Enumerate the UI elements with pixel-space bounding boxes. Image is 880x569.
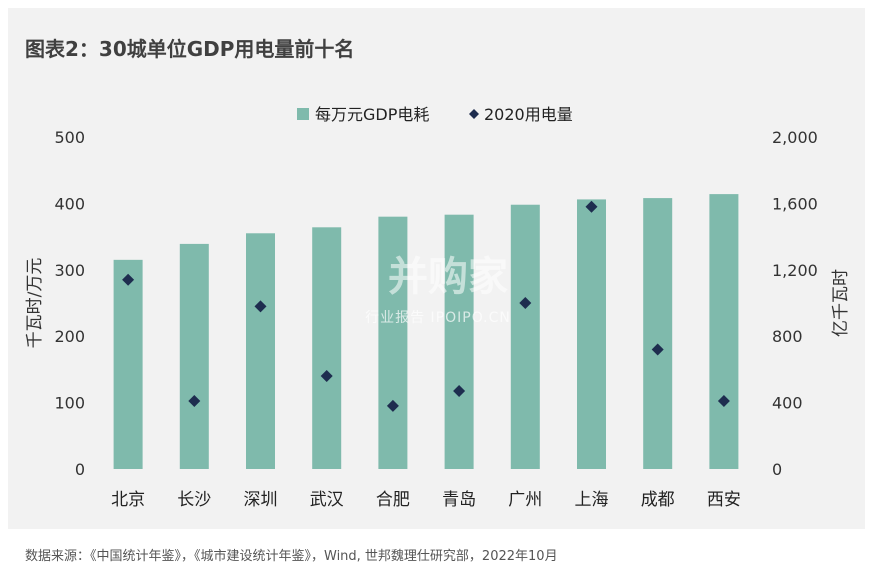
- y-tick-label-left: 300: [54, 261, 85, 280]
- point-6: [453, 384, 466, 397]
- y-tick-label-right: 1,600: [772, 194, 818, 213]
- watermark-sub: 行业报告 IPOIPO.CN: [365, 310, 511, 326]
- y-tick-label-right: 1,200: [772, 261, 818, 280]
- x-tick-label: 深圳: [244, 490, 278, 510]
- source-note: 数据来源：《中国统计年鉴》，《城市建设统计年鉴》，Wind, 世邦魏理仕研究部，…: [25, 549, 558, 564]
- bar-1: [113, 259, 143, 469]
- x-tick-label: 上海: [575, 490, 609, 510]
- watermark-main: 并购家: [388, 254, 508, 300]
- point-1: [122, 273, 135, 286]
- y-tick-label-left: 100: [54, 394, 85, 413]
- x-tick-label: 青岛: [442, 490, 476, 510]
- point-5: [386, 399, 399, 412]
- bar-4: [312, 227, 342, 469]
- point-8: [585, 200, 598, 213]
- x-tick-label: 北京: [111, 490, 145, 510]
- legend-label-point: 2020用电量: [484, 105, 573, 124]
- y-tick-label-right: 400: [772, 394, 803, 413]
- y-tick-label-right: 800: [772, 327, 803, 346]
- point-9: [651, 343, 664, 356]
- bar-3: [246, 233, 275, 469]
- x-tick-label: 成都: [641, 490, 675, 510]
- point-2: [188, 394, 201, 407]
- legend-swatch-point: [469, 109, 479, 119]
- y-tick-label-left: 500: [54, 128, 85, 147]
- bar-2: [179, 243, 209, 469]
- point-10: [717, 394, 730, 407]
- bar-9: [643, 198, 673, 469]
- bar-7: [510, 204, 540, 469]
- y-tick-label-left: 200: [54, 327, 85, 346]
- bar-5: [378, 216, 408, 469]
- y-axis-title-left: 千瓦时/万元: [25, 258, 45, 349]
- point-4: [320, 370, 333, 383]
- y-tick-label-right: 0: [772, 460, 782, 479]
- bar-8: [577, 199, 606, 469]
- point-3: [254, 300, 267, 313]
- x-tick-label: 西安: [707, 490, 741, 510]
- x-tick-label: 广州: [508, 490, 542, 510]
- x-tick-label: 武汉: [310, 490, 344, 510]
- chart-title: 图表2：30城单位GDP用电量前十名: [25, 37, 355, 61]
- bar-6: [444, 214, 474, 469]
- x-tick-label: 合肥: [376, 490, 410, 510]
- bar-10: [709, 194, 739, 469]
- y-tick-label-left: 0: [75, 460, 85, 479]
- legend-swatch-bar: [297, 108, 309, 120]
- y-axis-title-right: 亿千瓦时: [831, 269, 851, 337]
- x-tick-label: 长沙: [177, 490, 211, 510]
- y-tick-label-right: 2,000: [772, 128, 818, 147]
- y-tick-label-left: 400: [54, 194, 85, 213]
- point-7: [519, 297, 532, 309]
- legend-label-bar: 每万元GDP电耗: [315, 105, 429, 124]
